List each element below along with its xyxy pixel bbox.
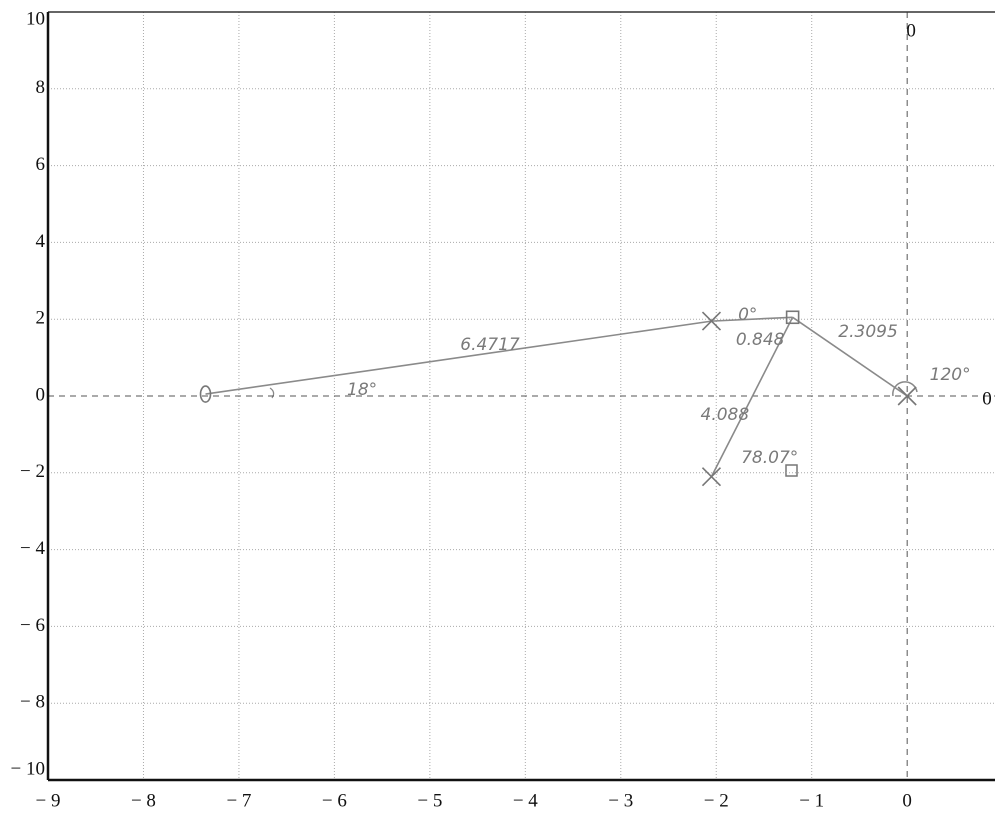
x-tick-label: 0 [902,790,912,811]
y-axis-zero-label: 0 [906,20,916,41]
annotation: 2.3095 [838,322,897,342]
annotation: 4.088 [701,405,750,425]
annotation: 120° [930,365,971,385]
x-tick-label: − 4 [513,790,538,811]
background [0,0,995,816]
x-tick-label: − 5 [417,790,442,811]
y-tick-label: 10 [26,8,45,29]
annotation: 0° [738,305,757,325]
y-tick-label: 8 [36,77,46,98]
y-tick-label: − 10 [11,758,45,779]
annotation: 6.4717 [460,335,520,355]
y-tick-label: − 2 [20,461,45,482]
y-tick-label: 4 [36,231,46,252]
y-tick-label: 2 [36,308,46,329]
annotation: 78.07° [741,448,798,468]
x-tick-label: − 7 [226,790,251,811]
annotation: 0.848 [736,330,785,350]
y-tick-label: 6 [36,154,46,175]
x-tick-label: − 8 [131,790,156,811]
annotation: 18° [347,380,377,400]
x-tick-label: − 9 [36,790,61,811]
y-tick-label: − 6 [20,615,45,636]
y-tick-label: − 8 [20,692,45,713]
x-tick-label: − 2 [704,790,729,811]
x-axis-zero-label: 0 [982,388,992,409]
y-tick-label: − 4 [20,538,45,559]
y-tick-label: 0 [36,384,46,405]
x-tick-label: − 3 [608,790,633,811]
graph-paper: − 9− 8− 7− 6− 5− 4− 3− 2− 10− 10− 8− 6− … [0,0,995,816]
x-tick-label: − 1 [799,790,824,811]
x-tick-label: − 6 [322,790,347,811]
